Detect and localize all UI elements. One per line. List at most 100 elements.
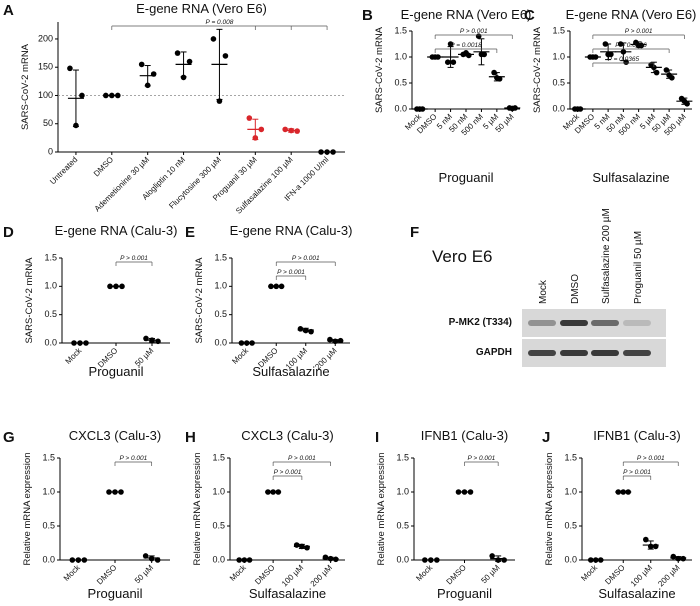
x-axis-label: Proguanil — [88, 586, 143, 601]
y-axis-label: Relative mRNA expression — [376, 453, 387, 566]
data-point — [106, 489, 112, 495]
data-point — [294, 128, 300, 134]
data-point — [684, 101, 690, 107]
panel-letter: A — [3, 2, 14, 19]
y-tick-label: 150 — [38, 62, 53, 72]
y-tick-label: 0.0 — [552, 103, 565, 113]
panel-letter: C — [524, 7, 535, 24]
data-point — [109, 92, 115, 99]
data-point — [246, 557, 253, 563]
data-point — [308, 328, 314, 335]
data-point — [67, 65, 73, 72]
x-tick-label: 50 µM — [479, 563, 501, 585]
x-tick-label: 50 µM — [133, 563, 155, 585]
data-point — [620, 49, 627, 55]
data-point — [597, 557, 604, 563]
y-axis-label: Relative mRNA expression — [22, 453, 33, 566]
data-point — [143, 335, 149, 342]
lane-label: Proguanil 50 µM — [633, 231, 644, 304]
blot-band — [623, 320, 651, 326]
data-point — [293, 542, 300, 548]
data-point — [107, 283, 113, 290]
x-tick-label: Mock — [228, 562, 249, 583]
chart-title: E-gene RNA (Calu-3) — [230, 223, 353, 238]
x-tick-label: 100 µM — [280, 563, 306, 589]
y-tick-label: 200 — [38, 33, 53, 43]
data-point — [79, 92, 85, 99]
data-point — [643, 536, 649, 543]
y-tick-label: 0.5 — [396, 520, 409, 530]
data-point — [620, 489, 627, 495]
panel: J IFNB1 (Calu-3) Relative mRNA expression S… — [542, 428, 692, 601]
x-axis-label: Proguanil — [89, 364, 144, 379]
blot-band — [591, 320, 619, 326]
blot-panel: F Vero E6 Mock DMSO Sulfasalazine 200 µM Prog… — [410, 208, 666, 367]
p-value: P > 0.001 — [120, 255, 148, 262]
p-value: P = 0.008 — [206, 19, 234, 26]
data-point — [512, 105, 518, 111]
data-point — [602, 41, 609, 47]
data-point — [577, 106, 584, 112]
blot-band — [528, 320, 556, 326]
x-axis-label: Proguanil — [439, 170, 494, 185]
data-point — [428, 557, 434, 563]
data-point — [119, 283, 125, 290]
panel: B E-gene RNA (Vero E6) SARS-CoV-2 mRNA Prog… — [362, 7, 531, 185]
panel-letter: D — [3, 224, 14, 241]
lane-label: Sulfasalazine 200 µM — [601, 208, 612, 304]
y-axis-label: SARS-CoV-2 mRNA — [532, 26, 543, 113]
x-tick-label: 200 µM — [656, 563, 682, 589]
data-point — [434, 557, 440, 563]
data-point — [647, 543, 654, 550]
data-point — [77, 340, 83, 346]
y-tick-label: 0.0 — [42, 554, 55, 564]
p-value: P > 0.001 — [460, 28, 488, 35]
data-point — [297, 326, 304, 332]
data-point — [150, 71, 157, 77]
y-tick-label: 1.5 — [44, 252, 57, 262]
data-point — [327, 555, 334, 562]
y-tick-label: 0.5 — [44, 309, 57, 319]
data-point — [238, 340, 245, 346]
data-point — [249, 340, 255, 346]
data-point — [625, 489, 631, 495]
data-point — [461, 489, 468, 495]
data-point — [623, 59, 629, 65]
data-point — [318, 149, 324, 155]
x-tick-label: DMSO — [603, 563, 626, 586]
data-point — [592, 557, 599, 563]
x-tick-label: Untreated — [48, 155, 79, 186]
data-point — [186, 58, 193, 65]
p-value: P > 0.001 — [288, 455, 316, 462]
x-tick-label: Mock — [64, 345, 85, 366]
x-axis-label: Sulfasalazine — [252, 364, 329, 379]
y-axis-label: SARS-CoV-2 mRNA — [24, 257, 35, 344]
panel-letter: B — [362, 7, 373, 24]
x-tick-label: DMSO — [92, 155, 115, 178]
data-point — [299, 543, 305, 550]
blot-band — [528, 350, 556, 356]
data-point — [112, 489, 118, 495]
data-point — [324, 149, 330, 155]
data-point — [138, 61, 145, 68]
y-tick-label: 0.5 — [552, 77, 565, 87]
data-point — [236, 557, 242, 563]
data-point — [268, 283, 274, 290]
data-point — [651, 64, 657, 71]
data-point — [663, 67, 670, 73]
data-point — [435, 54, 441, 60]
x-tick-label: 50 µM — [133, 346, 155, 368]
data-point — [592, 54, 599, 60]
data-point — [174, 50, 181, 56]
panel-letter: I — [375, 429, 379, 446]
data-point — [69, 557, 76, 563]
blot-band — [591, 350, 619, 356]
chart-title: E-gene RNA (Vero E6) — [566, 7, 697, 22]
panel: I IFNB1 (Calu-3) Relative mRNA expression P… — [375, 428, 515, 601]
y-axis-label: Relative mRNA expression — [544, 453, 555, 566]
y-tick-label: 1.5 — [214, 252, 227, 262]
data-point — [258, 126, 265, 133]
y-tick-label: 0.5 — [564, 520, 577, 530]
panel: C E-gene RNA (Vero E6) SARS-CoV-2 mRNA Sulf… — [524, 7, 696, 185]
